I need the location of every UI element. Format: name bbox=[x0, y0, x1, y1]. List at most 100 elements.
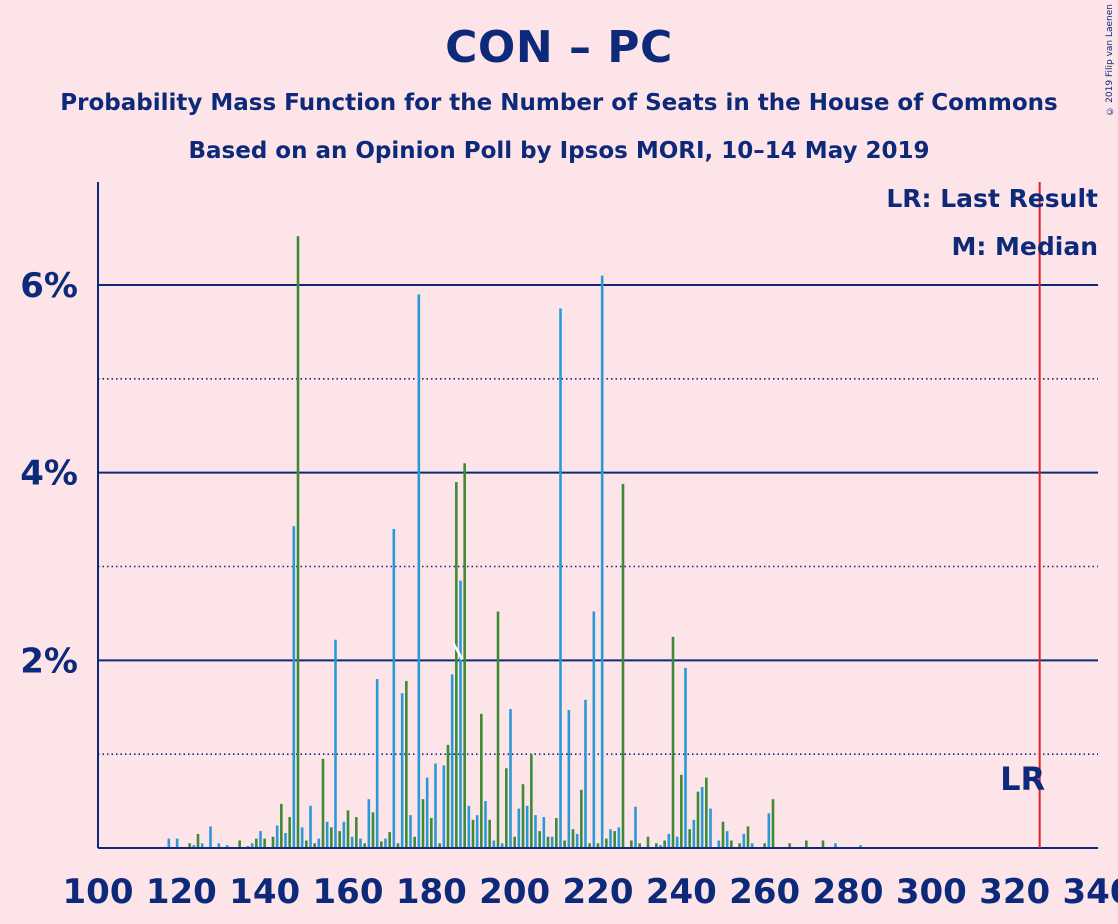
bar bbox=[563, 840, 566, 848]
bar bbox=[330, 827, 333, 848]
bar bbox=[559, 308, 562, 848]
bar bbox=[663, 840, 666, 848]
bar bbox=[467, 805, 471, 848]
x-tick-label: 140 bbox=[229, 872, 300, 912]
bar bbox=[413, 836, 416, 848]
bar bbox=[788, 843, 791, 848]
bar bbox=[721, 821, 725, 848]
bar bbox=[175, 838, 179, 848]
bar bbox=[296, 236, 300, 848]
bar bbox=[646, 836, 650, 848]
bar bbox=[321, 758, 325, 848]
bar bbox=[417, 294, 421, 849]
bar bbox=[209, 826, 212, 848]
bar bbox=[588, 843, 591, 848]
chart-subtitle-2: Based on an Opinion Poll by Ipsos MORI, … bbox=[188, 138, 930, 164]
bar bbox=[338, 831, 341, 848]
bar bbox=[475, 815, 479, 848]
chart-title: CON – PC bbox=[445, 22, 673, 73]
bar bbox=[659, 845, 662, 848]
bar bbox=[471, 819, 475, 848]
bar bbox=[496, 611, 500, 848]
bar bbox=[738, 843, 741, 848]
bar bbox=[692, 819, 696, 848]
bar bbox=[238, 840, 241, 848]
y-tick-label: 6% bbox=[20, 266, 78, 306]
x-tick-label: 100 bbox=[63, 872, 134, 912]
last-result-label: LR bbox=[1000, 760, 1045, 798]
x-tick-label: 120 bbox=[146, 872, 217, 912]
bar bbox=[280, 803, 283, 848]
bar bbox=[617, 827, 621, 848]
bar bbox=[463, 463, 466, 848]
bar bbox=[700, 787, 704, 848]
y-tick-label: 4% bbox=[20, 454, 78, 494]
bar bbox=[350, 836, 354, 848]
bar bbox=[359, 838, 362, 848]
bar bbox=[196, 833, 200, 848]
bar bbox=[525, 805, 529, 848]
bar bbox=[696, 791, 700, 848]
bar bbox=[459, 580, 462, 848]
bar bbox=[255, 838, 258, 848]
bar bbox=[421, 799, 425, 848]
bar bbox=[742, 833, 746, 848]
bar bbox=[746, 826, 750, 848]
x-tick-label: 260 bbox=[729, 872, 800, 912]
bar bbox=[363, 843, 366, 848]
bar bbox=[188, 843, 191, 848]
y-tick-label: 2% bbox=[20, 641, 78, 681]
bar bbox=[284, 832, 287, 848]
bar bbox=[688, 829, 691, 848]
bar bbox=[684, 667, 687, 848]
bar bbox=[555, 817, 558, 848]
bar bbox=[384, 838, 387, 848]
bar bbox=[534, 815, 537, 848]
x-tick-label: 200 bbox=[479, 872, 550, 912]
x-tick-label: 180 bbox=[396, 872, 467, 912]
bar bbox=[309, 805, 312, 848]
bar bbox=[271, 836, 275, 848]
bar bbox=[334, 639, 337, 848]
bar bbox=[400, 693, 404, 848]
bar bbox=[605, 838, 608, 848]
bar bbox=[438, 843, 441, 848]
x-tick-label: 340 bbox=[1063, 872, 1118, 912]
bar bbox=[730, 840, 733, 848]
bar bbox=[613, 831, 616, 848]
bar bbox=[521, 784, 525, 848]
bar bbox=[425, 777, 429, 848]
bar bbox=[450, 674, 454, 848]
bar bbox=[396, 843, 400, 848]
x-tick-label: 300 bbox=[896, 872, 967, 912]
bar bbox=[546, 836, 550, 848]
bar bbox=[609, 829, 612, 848]
x-tick-label: 280 bbox=[813, 872, 884, 912]
bar bbox=[500, 843, 504, 848]
bar bbox=[446, 744, 450, 848]
bar bbox=[380, 841, 383, 848]
bar bbox=[655, 843, 658, 848]
bar bbox=[513, 836, 516, 848]
bar bbox=[580, 789, 583, 848]
bar bbox=[375, 679, 379, 848]
bar bbox=[767, 813, 771, 848]
bar bbox=[484, 801, 487, 848]
bar bbox=[638, 843, 641, 848]
bar bbox=[600, 275, 604, 848]
bar bbox=[805, 840, 808, 848]
bar bbox=[671, 636, 675, 848]
bar bbox=[405, 680, 408, 848]
bar bbox=[771, 799, 775, 848]
bar bbox=[192, 845, 196, 848]
bar bbox=[250, 843, 254, 848]
bar bbox=[263, 838, 266, 848]
bar bbox=[317, 838, 321, 848]
bar bbox=[342, 821, 346, 848]
bar bbox=[275, 825, 279, 848]
bar bbox=[530, 754, 533, 848]
bar bbox=[584, 699, 587, 848]
bar bbox=[538, 831, 541, 848]
bar bbox=[675, 836, 679, 848]
